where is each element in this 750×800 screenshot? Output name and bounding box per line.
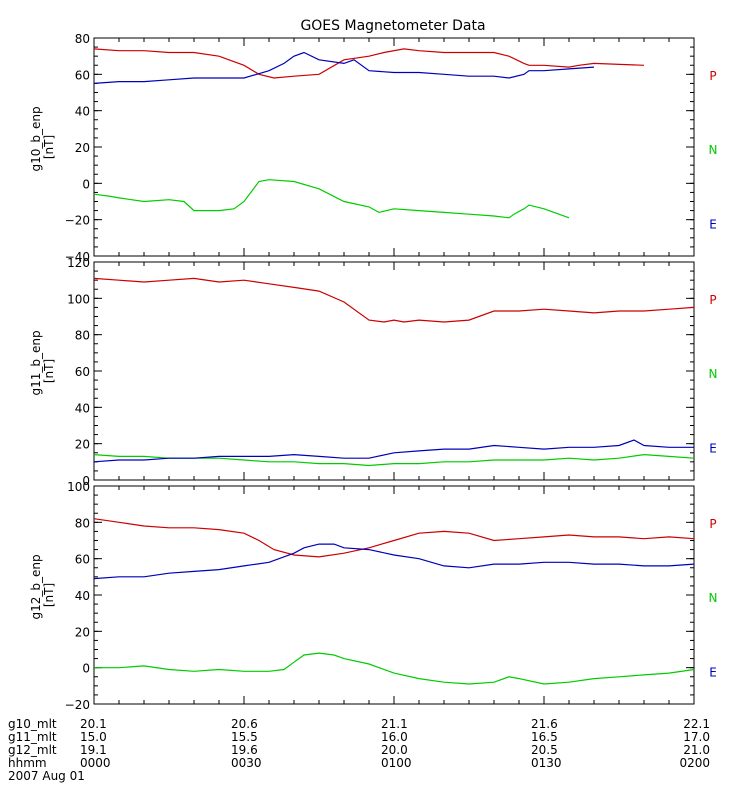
x-axis-labels: g10_mlt 20.1 20.6 21.1 21.6 22.1 g11_mlt 15.0 15… [8, 717, 710, 783]
x-tick-value: 19.6 [231, 743, 258, 757]
series-line-E [93, 439, 694, 463]
y-tick-label: 80 [75, 329, 90, 343]
x-tick-value: 22.1 [683, 717, 710, 731]
series-line-N [93, 453, 695, 467]
series-line-N [93, 179, 570, 219]
y-axis-label: g10_b_enp [29, 106, 43, 171]
y-tick-label: 100 [67, 480, 90, 494]
y-tick-label: 60 [75, 365, 90, 379]
chart-title: GOES Magnetometer Data [300, 18, 485, 34]
y-tick-label: −20 [65, 698, 90, 712]
y-tick-label: −20 [65, 214, 90, 228]
x-tick-value: 0030 [231, 756, 262, 770]
legend-P: P [709, 69, 716, 83]
x-row-label: g11_mlt [8, 730, 57, 744]
y-tick-label: 60 [75, 553, 90, 567]
x-tick-value: 16.0 [381, 730, 408, 744]
x-tick-value: 0130 [531, 756, 562, 770]
y-axis-unit: [nT] [42, 135, 56, 159]
y-tick-label: 0 [82, 177, 90, 191]
y-tick-label: 0 [82, 662, 90, 676]
x-tick-value: 21.0 [683, 743, 710, 757]
y-axis-label: g11_b_enp [29, 330, 43, 395]
panel-1: 80 60 40 20 0 −20 −40 g10_b_enp [nT] P N E [29, 32, 717, 264]
series-line-E [93, 543, 695, 580]
legend-E: E [709, 665, 717, 679]
series-line-P [93, 48, 645, 79]
y-tick-label: 0 [82, 474, 90, 488]
y-tick-label: 20 [75, 141, 90, 155]
x-row-label: g12_mlt [8, 743, 57, 757]
legend-N: N [709, 591, 718, 605]
panel-3: 100 80 60 40 20 0 −20 g12_b_enp [nT] P N E [29, 480, 717, 712]
x-row-label: g10_mlt [8, 717, 57, 731]
y-tick-label: 120 [67, 256, 90, 270]
series-line-E [93, 51, 595, 84]
x-tick-value: 20.0 [381, 743, 408, 757]
plot-frame [93, 261, 695, 481]
y-tick-label: 20 [75, 625, 90, 639]
x-tick-value: 19.1 [80, 743, 107, 757]
y-axis-label: g12_b_enp [29, 554, 43, 619]
y-tick-label: 20 [75, 438, 90, 452]
series-line-P [93, 518, 695, 558]
date-label: 2007 Aug 01 [8, 769, 85, 783]
x-tick-value: 0100 [381, 756, 412, 770]
x-tick-value: 20.6 [231, 717, 258, 731]
legend-P: P [709, 293, 716, 307]
x-tick-value: 0000 [80, 756, 111, 770]
x-tick-value: 17.0 [683, 730, 710, 744]
series-line-N [94, 652, 695, 685]
x-tick-value: 15.5 [231, 730, 258, 744]
legend-E: E [709, 441, 717, 455]
x-tick-value: 21.6 [531, 717, 558, 731]
y-tick-label: 40 [75, 105, 90, 119]
y-tick-label: −40 [65, 250, 90, 264]
legend-P: P [709, 517, 716, 531]
y-tick-label: 80 [75, 32, 90, 46]
series-line-P [93, 277, 695, 323]
x-tick-value: 16.5 [531, 730, 558, 744]
panel-2: 120 100 80 60 40 20 0 g11_b_enp [nT] P N E [29, 256, 717, 488]
y-axis-unit: [nT] [42, 359, 56, 383]
y-tick-label: 40 [75, 401, 90, 415]
x-tick-value: 15.0 [80, 730, 107, 744]
legend-N: N [709, 143, 718, 157]
x-row-label: hhmm [8, 756, 47, 770]
x-tick-value: 0200 [679, 756, 710, 770]
plot-frame [93, 485, 695, 705]
y-axis-unit: [nT] [42, 583, 56, 607]
x-tick-value: 20.1 [80, 717, 107, 731]
plot-frame [93, 37, 695, 257]
x-tick-value: 20.5 [531, 743, 558, 757]
legend-E: E [709, 217, 717, 231]
y-tick-label: 100 [67, 292, 90, 306]
y-tick-label: 40 [75, 589, 90, 603]
y-tick-label: 80 [75, 516, 90, 530]
legend-N: N [709, 367, 718, 381]
x-tick-value: 21.1 [381, 717, 408, 731]
y-tick-label: 60 [75, 68, 90, 82]
